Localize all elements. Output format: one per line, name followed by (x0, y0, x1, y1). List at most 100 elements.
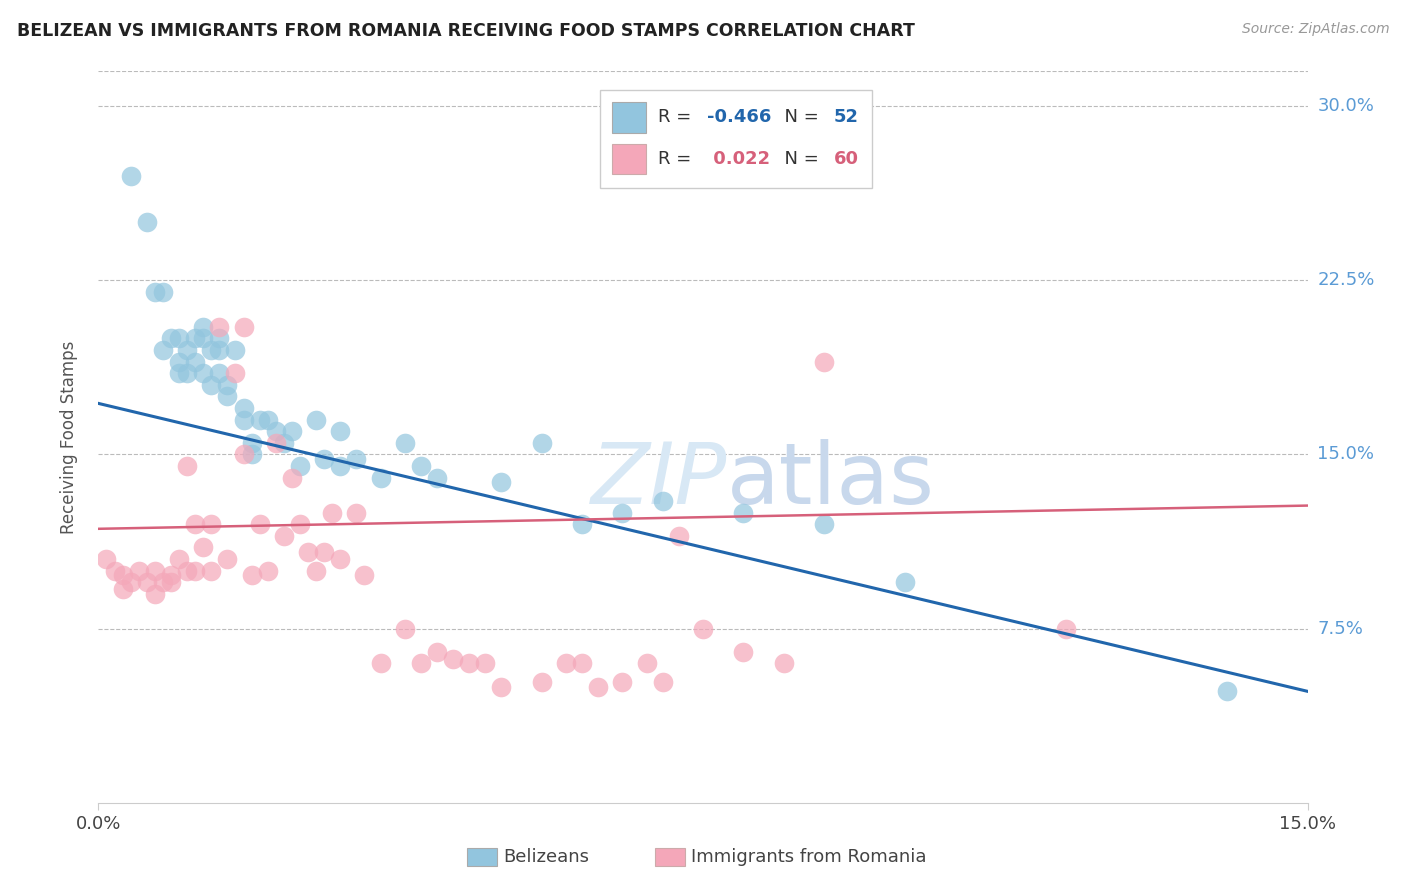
Point (176, 343, 198, 357)
Point (636, 657, 658, 671)
Point (208, 331, 231, 345)
Point (111, 582, 134, 597)
Point (167, 366, 190, 380)
Point (409, 459, 432, 474)
Point (586, 680, 609, 694)
Point (491, 475, 513, 490)
Text: R =: R = (658, 150, 697, 168)
Point (217, 389, 239, 403)
Point (273, 529, 295, 543)
Point (612, 506, 634, 520)
Text: 7.5%: 7.5% (1317, 620, 1364, 638)
Point (394, 622, 416, 636)
Point (409, 657, 432, 671)
Point (184, 331, 207, 345)
Point (200, 517, 222, 532)
Text: Immigrants from Romania: Immigrants from Romania (690, 848, 927, 866)
Point (160, 575, 183, 590)
Point (344, 506, 367, 520)
Text: N =: N = (773, 150, 825, 168)
Point (193, 331, 215, 345)
Point (491, 680, 513, 694)
Bar (655, 848, 685, 866)
Point (160, 568, 183, 582)
Point (232, 448, 254, 462)
Point (152, 343, 174, 357)
Point (120, 169, 142, 183)
Point (458, 657, 481, 671)
Point (353, 568, 375, 582)
Point (193, 541, 215, 555)
Point (120, 575, 142, 590)
Point (651, 494, 673, 508)
Point (329, 552, 352, 566)
Point (128, 564, 150, 578)
Point (273, 436, 295, 450)
Point (530, 675, 553, 690)
Point (305, 412, 328, 426)
Point (224, 343, 246, 357)
Point (208, 343, 231, 357)
Point (143, 564, 166, 578)
Bar (467, 848, 498, 866)
Point (314, 452, 336, 467)
FancyBboxPatch shape (600, 90, 872, 188)
Point (305, 564, 328, 578)
Point (208, 366, 231, 380)
Point (193, 366, 215, 380)
Bar (613, 144, 647, 175)
Point (733, 506, 755, 520)
Point (200, 343, 222, 357)
Point (474, 657, 496, 671)
Point (281, 471, 304, 485)
Point (426, 645, 449, 659)
Point (668, 529, 690, 543)
Point (530, 436, 553, 450)
Point (264, 424, 287, 438)
Point (329, 459, 352, 474)
Point (160, 331, 183, 345)
Point (232, 412, 254, 426)
Y-axis label: Receiving Food Stamps: Receiving Food Stamps (59, 341, 77, 533)
Point (208, 319, 231, 334)
Point (167, 552, 190, 566)
Point (249, 517, 271, 532)
Text: 22.5%: 22.5% (1317, 271, 1375, 289)
Point (143, 285, 166, 299)
Point (321, 506, 343, 520)
Text: 15.0%: 15.0% (1317, 445, 1374, 464)
Point (733, 645, 755, 659)
Point (297, 545, 319, 559)
Point (772, 657, 794, 671)
Point (184, 517, 207, 532)
Point (314, 545, 336, 559)
Point (240, 448, 263, 462)
Point (441, 652, 464, 666)
Text: 52: 52 (834, 109, 859, 127)
Point (184, 564, 207, 578)
Point (143, 587, 166, 601)
Bar (613, 102, 647, 133)
Point (281, 424, 304, 438)
Point (176, 366, 198, 380)
Point (370, 471, 392, 485)
Point (256, 412, 278, 426)
Point (96, 552, 118, 566)
Point (329, 424, 352, 438)
Point (111, 568, 134, 582)
Point (167, 331, 190, 345)
Point (200, 564, 222, 578)
Point (135, 215, 157, 229)
Text: atlas: atlas (727, 440, 935, 523)
Point (152, 285, 174, 299)
Point (571, 517, 593, 532)
Point (184, 354, 207, 368)
Text: -0.466: -0.466 (707, 109, 770, 127)
Text: 60: 60 (834, 150, 859, 168)
Point (264, 436, 287, 450)
Text: N =: N = (773, 109, 825, 127)
Point (1054, 622, 1077, 636)
Point (426, 471, 449, 485)
Point (612, 675, 634, 690)
Point (288, 517, 311, 532)
